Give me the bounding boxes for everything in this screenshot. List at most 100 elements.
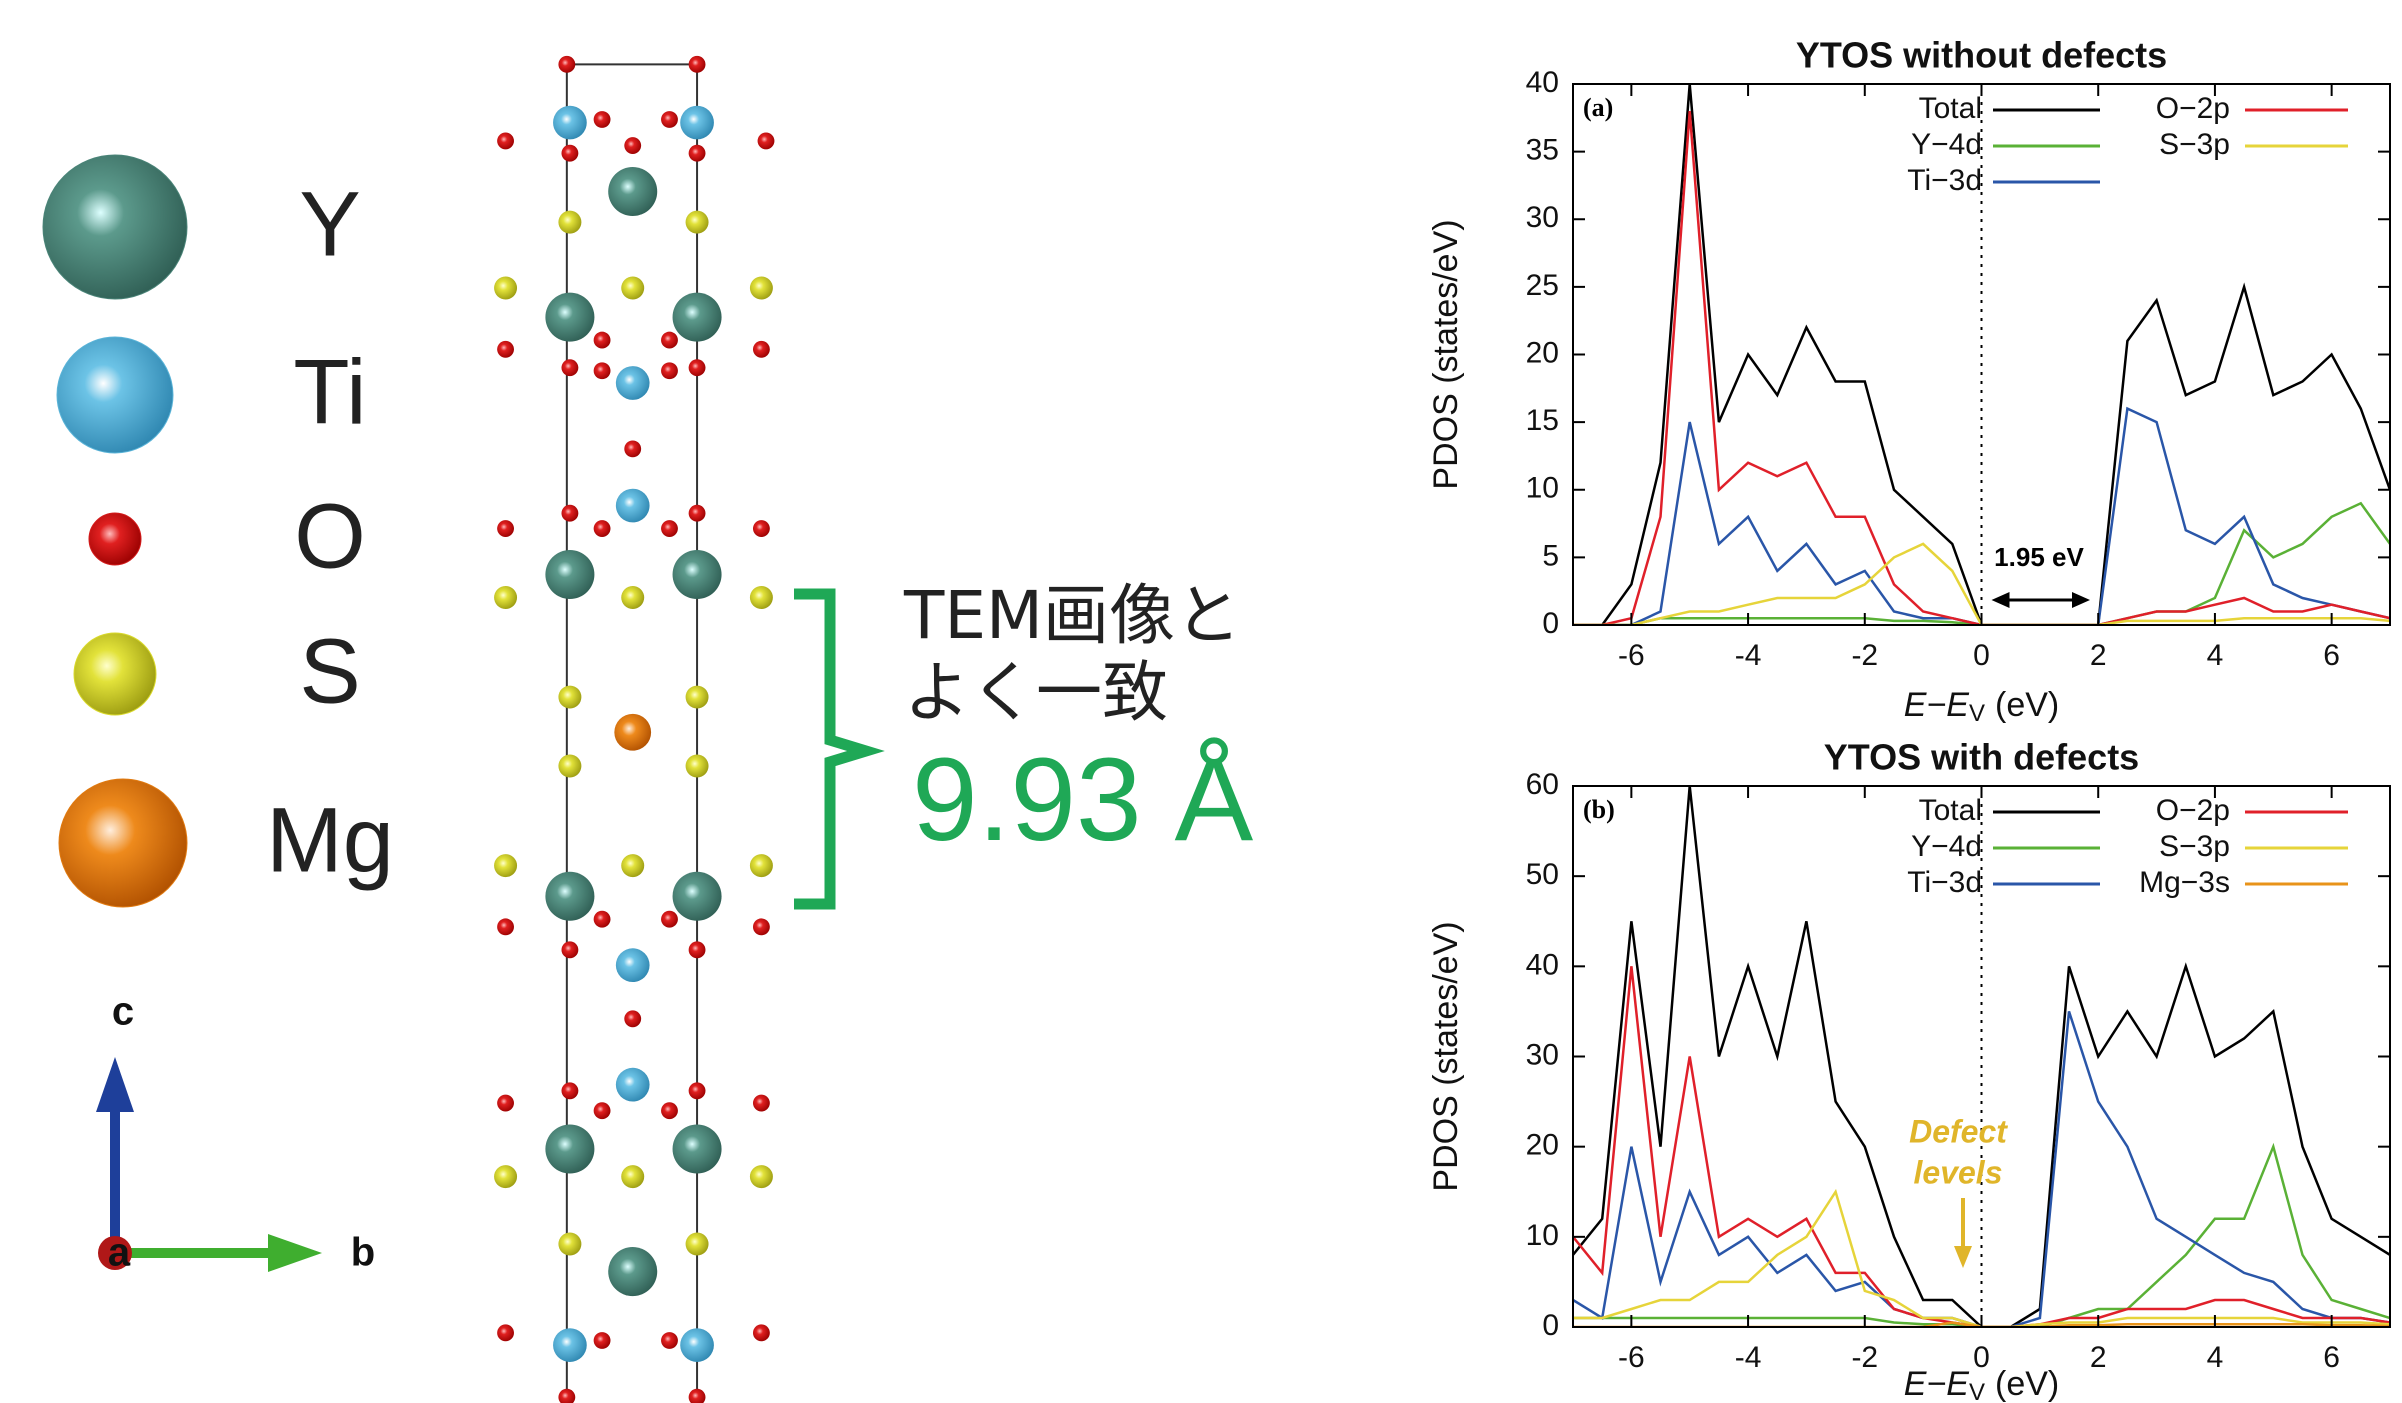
atom <box>688 55 706 73</box>
atom <box>672 1124 722 1174</box>
x-tick-label: -2 <box>1851 639 1878 672</box>
y-tick-label: 60 <box>1526 768 1559 801</box>
pdos-line <box>1573 966 2390 1327</box>
a-axis-dot <box>98 1236 132 1270</box>
element-sphere <box>58 778 188 908</box>
atom <box>685 685 709 709</box>
atom <box>497 132 514 150</box>
element-sphere <box>42 154 188 300</box>
atom <box>593 111 611 128</box>
atom <box>615 1067 650 1102</box>
atom <box>561 144 579 162</box>
atom <box>624 440 642 458</box>
y-tick-label: 25 <box>1526 269 1559 302</box>
annotation-text: TEM画像と <box>903 577 1241 654</box>
pdos-line <box>1573 84 2390 625</box>
element-label: Mg <box>266 789 394 891</box>
gap-label: 1.95 eV <box>1994 542 2084 572</box>
legend-label: Ti−3d <box>1907 164 1982 197</box>
c-axis-arrow <box>96 1057 134 1112</box>
y-tick-label: 50 <box>1526 858 1559 891</box>
y-tick-label: 0 <box>1542 607 1559 640</box>
atom <box>497 1324 514 1342</box>
b-axis-arrow <box>268 1234 322 1272</box>
atom <box>561 941 579 959</box>
x-axis-label: E−EV (eV) <box>1904 1365 2059 1403</box>
atom <box>661 1332 678 1349</box>
x-tick-label: 2 <box>2090 639 2107 672</box>
chart-title: YTOS without defects <box>1796 35 2167 76</box>
atom <box>757 132 775 150</box>
x-tick-label: 6 <box>2323 639 2340 672</box>
atom <box>688 941 706 959</box>
atom <box>497 340 514 358</box>
legend-label: Total <box>1919 92 1982 125</box>
x-axis-label: E−EV (eV) <box>1904 686 2059 727</box>
atom <box>752 340 770 358</box>
atom <box>621 276 645 300</box>
x-tick-label: -6 <box>1618 1341 1645 1374</box>
atom <box>494 276 518 300</box>
atom <box>558 1232 582 1256</box>
legend-label: O−2p <box>2156 794 2230 827</box>
bracket <box>794 588 885 910</box>
y-tick-label: 35 <box>1526 134 1559 167</box>
axis-label: b <box>351 1231 375 1275</box>
y-tick-label: 0 <box>1542 1309 1559 1342</box>
annotation-text: よく一致 <box>904 654 1168 731</box>
atom <box>661 520 678 537</box>
atom <box>661 1102 678 1120</box>
atom <box>558 55 576 73</box>
atom <box>561 359 579 377</box>
x-tick-label: 4 <box>2207 639 2224 672</box>
atom <box>672 871 722 921</box>
legend-label: Mg−3s <box>2139 866 2230 899</box>
atom <box>661 331 678 349</box>
atom <box>593 1102 611 1120</box>
element-label: Ti <box>293 341 366 443</box>
atom <box>680 1328 714 1362</box>
atom <box>749 585 773 609</box>
pdos-line <box>1573 406 2390 625</box>
y-tick-label: 40 <box>1526 66 1559 99</box>
atom <box>561 1082 579 1100</box>
y-axis-label: PDOS (states/eV) <box>1427 921 1465 1191</box>
defect-arrow <box>1954 1246 1972 1268</box>
pdos-line <box>1573 786 2390 1327</box>
atom <box>494 1165 518 1189</box>
x-axis-label-part: (eV) <box>1995 686 2059 724</box>
atom <box>558 685 582 709</box>
legend-label: S−3p <box>2159 830 2230 863</box>
gap-arrow <box>2072 592 2090 608</box>
y-tick-label: 10 <box>1526 472 1559 505</box>
defect-label: levels <box>1914 1154 2003 1190</box>
atom <box>545 871 595 921</box>
atom <box>494 585 518 609</box>
pdos-line <box>1573 542 2390 625</box>
legend-label: Y−4d <box>1911 128 1982 161</box>
atom <box>553 105 587 140</box>
x-tick-label: 2 <box>2090 1341 2107 1374</box>
atom <box>497 520 514 537</box>
x-tick-label: 6 <box>2323 1341 2340 1374</box>
atom <box>545 292 595 342</box>
atom <box>545 549 595 600</box>
atom <box>749 276 773 300</box>
atom <box>593 1332 611 1349</box>
y-tick-label: 5 <box>1542 539 1559 572</box>
y-tick-label: 40 <box>1526 948 1559 981</box>
atom <box>685 754 709 778</box>
atom <box>752 918 770 936</box>
atom <box>615 488 650 523</box>
legend-label: Ti−3d <box>1907 866 1982 899</box>
atom <box>749 854 773 878</box>
atom <box>688 1388 706 1403</box>
x-tick-label: 0 <box>1973 1341 1990 1374</box>
gap-arrow <box>1991 592 2010 608</box>
legend-label: Total <box>1919 794 1982 827</box>
atom <box>752 1094 770 1112</box>
element-sphere <box>73 632 157 716</box>
atom <box>558 210 582 234</box>
y-tick-label: 30 <box>1526 201 1559 234</box>
